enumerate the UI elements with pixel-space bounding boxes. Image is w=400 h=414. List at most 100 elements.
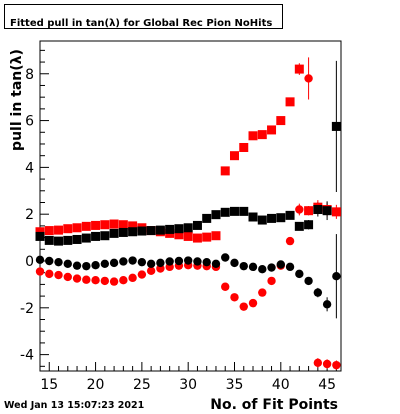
square-marker xyxy=(202,232,212,242)
circle-marker xyxy=(146,266,156,276)
square-marker xyxy=(35,231,45,241)
circle-marker xyxy=(221,253,230,262)
square-marker xyxy=(267,213,277,223)
square-marker xyxy=(257,130,267,140)
circle-marker xyxy=(35,255,45,265)
square-marker xyxy=(331,207,341,217)
square-marker xyxy=(72,223,82,233)
square-marker xyxy=(72,234,82,244)
circle-marker xyxy=(146,259,156,269)
circle-marker xyxy=(82,275,91,284)
square-marker xyxy=(239,142,249,152)
square-marker xyxy=(229,206,239,216)
circle-marker xyxy=(202,257,211,267)
circle-marker xyxy=(72,274,82,283)
square-marker xyxy=(183,223,193,233)
circle-marker xyxy=(193,257,202,266)
square-marker xyxy=(100,231,110,241)
x-tick-label: 20 xyxy=(87,377,105,393)
square-marker xyxy=(192,233,202,243)
circle-marker xyxy=(156,258,165,268)
square-marker xyxy=(304,220,314,230)
square-marker xyxy=(183,231,193,241)
square-marker xyxy=(285,97,295,107)
square-marker xyxy=(54,236,64,246)
circle-marker xyxy=(109,277,119,286)
square-marker xyxy=(322,206,332,216)
square-marker xyxy=(220,207,230,217)
circle-marker xyxy=(267,263,276,272)
x-tick-label: 15 xyxy=(40,377,58,393)
x-tick-label: 25 xyxy=(133,377,151,393)
circle-marker xyxy=(295,205,304,214)
square-marker xyxy=(220,166,230,176)
square-marker xyxy=(313,205,323,215)
x-tick-label: 45 xyxy=(318,377,336,393)
circle-marker xyxy=(276,260,285,269)
circle-marker xyxy=(119,257,128,266)
square-marker xyxy=(294,221,304,231)
circle-marker xyxy=(174,256,184,266)
square-marker xyxy=(229,151,239,161)
square-marker xyxy=(155,225,165,235)
square-marker xyxy=(118,227,128,237)
square-marker xyxy=(211,210,221,220)
y-tick-label: 6 xyxy=(25,114,34,130)
square-marker xyxy=(276,213,286,223)
square-marker xyxy=(257,215,267,225)
square-marker xyxy=(44,226,54,236)
square-marker xyxy=(285,210,295,220)
square-marker xyxy=(81,233,91,243)
circle-marker xyxy=(230,293,239,302)
circle-marker xyxy=(72,261,82,270)
circle-marker xyxy=(332,360,341,370)
square-marker xyxy=(137,226,147,236)
circle-marker xyxy=(91,275,100,285)
circle-marker xyxy=(332,272,341,281)
circle-marker xyxy=(230,258,239,268)
circle-marker xyxy=(128,273,137,283)
circle-marker xyxy=(239,302,248,311)
title-box xyxy=(4,4,283,29)
tick-labels: 15 20 25 30 35 40 45 -4 -2 0 2 4 6 8 xyxy=(20,67,336,393)
timestamp: Wed Jan 13 15:07:23 2021 xyxy=(4,400,145,411)
axis-ticks xyxy=(39,49,337,371)
square-marker xyxy=(81,221,91,231)
circle-marker xyxy=(313,358,323,368)
circle-marker xyxy=(322,359,332,369)
circle-marker xyxy=(267,276,276,286)
circle-marker xyxy=(137,257,147,267)
square-marker xyxy=(276,116,286,126)
square-marker xyxy=(128,221,138,231)
circle-marker xyxy=(128,256,137,265)
square-marker xyxy=(239,206,249,216)
square-marker xyxy=(109,228,119,238)
x-tick-label: 35 xyxy=(226,377,244,393)
circle-marker xyxy=(183,256,193,265)
y-tick-label: -2 xyxy=(20,301,34,317)
circle-marker xyxy=(82,261,91,271)
square-marker xyxy=(294,64,304,74)
x-axis-title: No. of Fit Points xyxy=(210,397,338,413)
circle-marker xyxy=(100,276,110,286)
circle-marker xyxy=(322,300,332,309)
square-marker xyxy=(165,224,175,234)
circle-marker xyxy=(165,257,174,266)
square-marker xyxy=(44,235,54,245)
square-marker xyxy=(192,220,202,230)
circle-marker xyxy=(285,236,295,246)
square-marker xyxy=(91,220,101,230)
circle-marker xyxy=(45,269,54,279)
square-marker xyxy=(128,227,138,237)
square-marker xyxy=(248,212,258,222)
circle-marker xyxy=(285,262,295,272)
circle-marker xyxy=(295,269,304,279)
circle-marker xyxy=(54,270,63,280)
circle-marker xyxy=(211,259,221,269)
square-marker xyxy=(35,227,45,237)
chart-title: Fitted pull in tan(λ) for Global Rec Pio… xyxy=(10,18,273,29)
circle-marker xyxy=(258,288,267,297)
y-tick-label: 8 xyxy=(25,67,34,83)
square-marker xyxy=(331,121,341,131)
